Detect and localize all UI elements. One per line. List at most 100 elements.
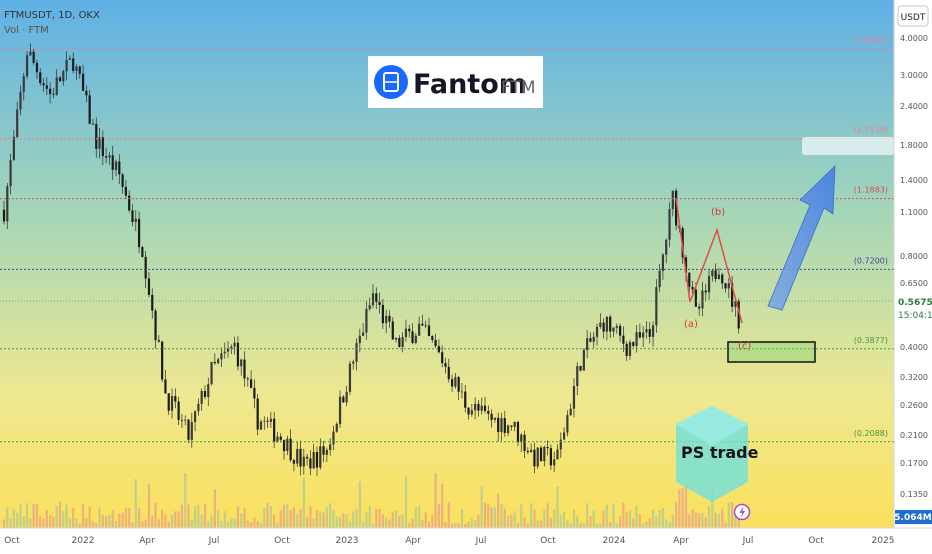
upper-target-bar[interactable] bbox=[802, 137, 894, 155]
candle-body bbox=[299, 448, 302, 467]
volume-bar bbox=[694, 512, 697, 528]
volume-bar bbox=[81, 504, 85, 528]
volume-bar bbox=[91, 521, 95, 528]
candle-body bbox=[184, 419, 187, 421]
candle-body bbox=[582, 350, 585, 371]
price-candles bbox=[2, 43, 740, 476]
candle-body bbox=[161, 341, 164, 380]
current-price-value: 0.5675 bbox=[898, 298, 932, 308]
candle-body bbox=[444, 363, 447, 367]
volume-bar bbox=[632, 518, 635, 528]
candle-body bbox=[273, 418, 276, 442]
target-zone-box[interactable] bbox=[727, 341, 816, 363]
time-axis-label: Oct bbox=[274, 536, 290, 546]
candle-body bbox=[701, 290, 704, 309]
candle-body bbox=[345, 391, 348, 403]
volume-bar bbox=[292, 507, 296, 528]
candle-body bbox=[35, 62, 39, 73]
volume-bar bbox=[315, 510, 319, 528]
candle-body bbox=[29, 51, 32, 56]
volume-bar bbox=[184, 472, 187, 528]
candle-body bbox=[480, 405, 483, 411]
candle-body bbox=[648, 329, 651, 337]
time-axis-label: Jul bbox=[475, 536, 487, 546]
volume-bar bbox=[42, 518, 45, 528]
volume-bar bbox=[665, 519, 668, 528]
volume-bar bbox=[398, 515, 401, 528]
volume-bar bbox=[543, 510, 546, 528]
candle-body bbox=[441, 352, 444, 364]
volume-bar bbox=[539, 520, 543, 528]
volume-bar bbox=[52, 516, 55, 528]
volume-bar bbox=[296, 513, 299, 528]
volume-bar bbox=[727, 502, 730, 528]
volume-bar bbox=[88, 507, 91, 528]
price-tick-label: 3.0000 bbox=[900, 71, 928, 80]
candle-body bbox=[101, 137, 104, 157]
candle-body bbox=[704, 290, 707, 293]
candle-body bbox=[450, 379, 454, 387]
candle-body bbox=[180, 419, 184, 421]
candle-body bbox=[447, 366, 450, 380]
volume-bar bbox=[385, 517, 388, 528]
volume-bar bbox=[72, 507, 75, 528]
candle-body bbox=[533, 449, 536, 467]
projection-arrow[interactable] bbox=[767, 165, 836, 311]
volume-bar bbox=[569, 523, 572, 528]
volume-bar bbox=[200, 514, 203, 528]
candle-body bbox=[632, 342, 635, 346]
volume-bar bbox=[618, 516, 622, 528]
candle-body bbox=[329, 444, 332, 450]
volume-bar bbox=[602, 510, 605, 528]
candle-body bbox=[141, 247, 144, 257]
fib-level-label: (1.7530) bbox=[854, 126, 888, 135]
candle-body bbox=[236, 342, 240, 367]
candle-body bbox=[424, 325, 427, 327]
candle-body bbox=[523, 434, 526, 452]
candle-body bbox=[223, 351, 226, 354]
candle-body bbox=[589, 338, 592, 342]
volume-bar bbox=[98, 507, 101, 528]
volume-bar bbox=[724, 522, 727, 528]
volume-bar bbox=[151, 515, 154, 528]
time-axis-label: 2023 bbox=[336, 536, 359, 546]
volume-bar bbox=[506, 515, 510, 528]
volume-bar bbox=[375, 509, 378, 528]
volume-bar bbox=[253, 517, 256, 528]
volume-bar bbox=[58, 502, 62, 528]
volume-bars bbox=[2, 472, 740, 528]
volume-bar bbox=[282, 504, 286, 528]
volume-bar bbox=[503, 508, 506, 528]
candle-body bbox=[684, 257, 688, 273]
candle-body bbox=[579, 366, 582, 371]
candle-body bbox=[711, 270, 714, 277]
volume-bar bbox=[111, 510, 114, 528]
candle-body bbox=[312, 451, 315, 469]
volume-bar bbox=[220, 521, 223, 528]
currency-button[interactable]: USDT bbox=[897, 5, 929, 27]
candle-body bbox=[249, 379, 253, 388]
time-axis[interactable]: Oct 2022 Apr Jul Oct 2023 Apr Jul Oct 2024 Apr Jul O… bbox=[0, 527, 932, 550]
price-axis[interactable]: 4.0000 3.0000 2.4000 1.8000 1.4000 1.1000 0.80… bbox=[893, 0, 932, 528]
price-tick-label: 4.0000 bbox=[900, 34, 928, 43]
lightning-event-icon[interactable] bbox=[733, 503, 751, 521]
volume-bar bbox=[124, 507, 128, 528]
volume-bar bbox=[401, 514, 404, 528]
candle-body bbox=[493, 417, 497, 420]
candle-body bbox=[490, 413, 493, 420]
candle-body bbox=[467, 407, 470, 415]
candle-body bbox=[506, 425, 510, 434]
candle-body bbox=[45, 85, 48, 89]
volume-bar bbox=[319, 511, 322, 528]
volume-bar bbox=[39, 515, 42, 528]
volume-bar bbox=[68, 518, 71, 528]
wave-label-b: (b) bbox=[711, 207, 725, 218]
candle-body bbox=[635, 332, 638, 346]
candle-body bbox=[39, 72, 42, 84]
candle-body bbox=[240, 359, 243, 367]
volume-bar bbox=[35, 503, 39, 528]
currency-button-label: USDT bbox=[901, 13, 926, 23]
candle-body bbox=[464, 391, 467, 408]
abc-wave-line[interactable] bbox=[675, 197, 743, 324]
volume-bar bbox=[259, 523, 263, 528]
